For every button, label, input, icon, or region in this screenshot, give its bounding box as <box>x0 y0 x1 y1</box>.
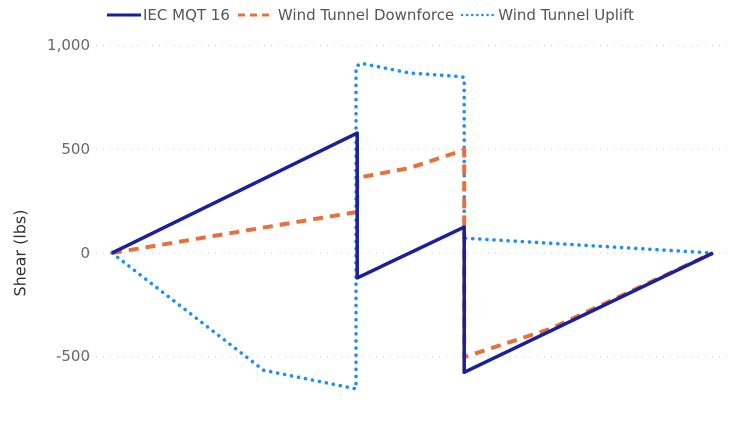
series-lines <box>110 61 715 391</box>
chart-legend: IEC MQT 16 Wind Tunnel Downforce Wind Tu… <box>0 2 745 28</box>
gridlines <box>82 45 730 358</box>
y-tick: 500 <box>61 140 90 158</box>
legend-label: Wind Tunnel Uplift <box>498 6 634 24</box>
legend-item-downforce[interactable]: Wind Tunnel Downforce <box>234 6 454 24</box>
solid-line-icon <box>106 13 141 17</box>
legend-label: Wind Tunnel Downforce <box>277 6 455 24</box>
series-line-wind-tunnel-uplift[interactable] <box>110 61 715 391</box>
y-tick: 0 <box>80 244 90 262</box>
dotted-line-icon <box>460 13 496 17</box>
legend-item-uplift[interactable]: Wind Tunnel Uplift <box>458 6 634 24</box>
legend-label: IEC MQT 16 <box>142 6 230 24</box>
series-line-iec-mqt-16[interactable] <box>111 131 714 375</box>
y-tick: -500 <box>55 347 90 365</box>
dashed-line-icon <box>237 13 274 17</box>
y-tick: 1,000 <box>47 36 90 54</box>
legend-item-iec[interactable]: IEC MQT 16 <box>106 6 230 24</box>
series-line-wind-tunnel-downforce[interactable] <box>111 147 714 360</box>
